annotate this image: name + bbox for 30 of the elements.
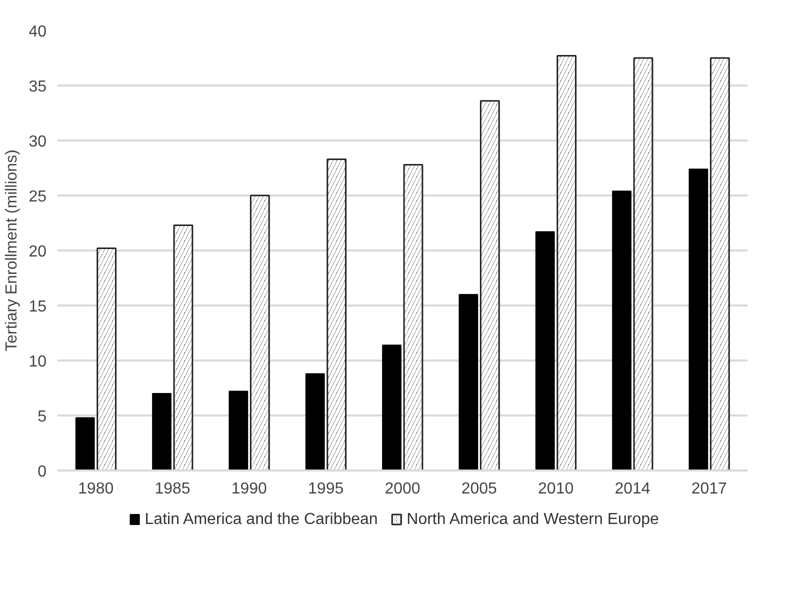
y-tick-label: 5: [38, 408, 47, 426]
legend-label: Latin America and the Caribbean: [144, 511, 378, 528]
x-tick-label: 2010: [538, 480, 574, 498]
x-tick-label: 2005: [461, 480, 498, 498]
x-tick-label: 1995: [308, 480, 344, 498]
y-tick-label: 35: [28, 78, 47, 96]
bar: [228, 390, 248, 470]
x-tick-label: 2014: [614, 480, 650, 498]
bar: [612, 190, 632, 470]
y-tick-label: 20: [28, 244, 47, 260]
bar: [305, 373, 325, 470]
bar: [458, 294, 478, 470]
y-axis-title: Tertiary Enrollment (millions): [4, 150, 21, 352]
y-tick-label: 0: [38, 464, 47, 480]
x-tick-label: 2017: [691, 480, 728, 498]
x-tick-label: 1985: [154, 480, 190, 498]
bar: [382, 344, 402, 470]
bar: [152, 393, 172, 470]
bar: [75, 417, 95, 470]
x-tick-label: 1980: [78, 480, 114, 498]
y-tick-label: 10: [28, 354, 47, 370]
bar: [535, 231, 555, 470]
x-tick-label: 1990: [231, 480, 268, 498]
y-tick-label: 15: [28, 298, 47, 316]
legend-label: North America and Western Europe: [406, 511, 660, 528]
bar: [688, 168, 708, 470]
y-tick-label: 30: [28, 134, 47, 150]
y-tick-label: 25: [28, 188, 47, 206]
y-tick-label: 40: [28, 24, 47, 40]
x-tick-label: 2000: [384, 480, 420, 498]
